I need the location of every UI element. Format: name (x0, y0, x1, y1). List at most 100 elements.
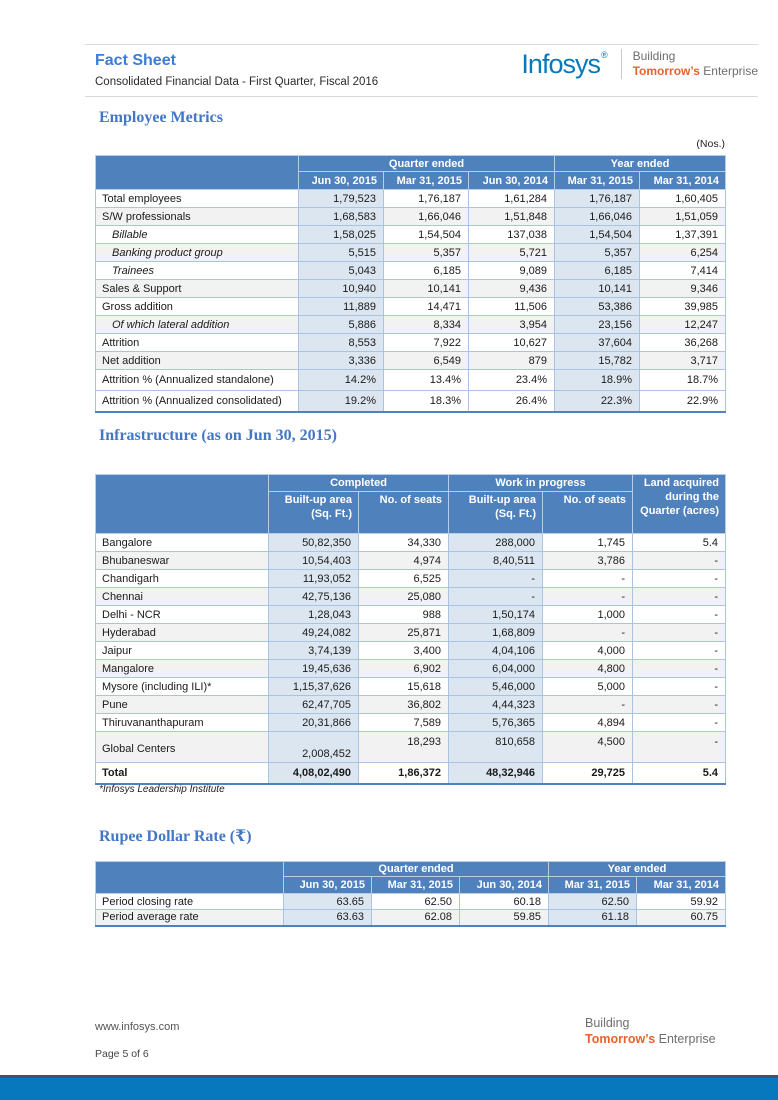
row-label: Pune (95, 695, 269, 714)
table-row: Global Centers 2,008,452 18,293 810,658 4,50… (95, 731, 727, 763)
row-label: Delhi - NCR (95, 605, 269, 624)
column-header: No. of seats (358, 491, 449, 534)
cell: 18.7% (639, 369, 727, 391)
infosys-wordmark: Infosys (521, 48, 601, 79)
table-row: Hyderabad 49,24,082 25,871 1,68,809- - (95, 623, 727, 642)
row-label: Chandigarh (95, 569, 269, 588)
cell: 15,618 (358, 677, 449, 696)
table-row: Attrition 8,553 7,922 10,627 37,604 36,268 (95, 333, 727, 352)
column-header: Jun 30, 2015 (283, 876, 372, 894)
cell: 18.9% (554, 369, 641, 391)
cell: - (448, 587, 543, 606)
cell: 137,038 (467, 225, 556, 244)
cell: 5.4 (632, 533, 727, 552)
cell: 37,604 (554, 333, 641, 352)
cell: 5,357 (383, 243, 469, 262)
table-row: Delhi - NCR 1,28,043 988 1,50,174 1,000- (95, 605, 727, 624)
cell: 4,44,323 (448, 695, 543, 714)
cell: 5.4 (632, 762, 727, 785)
page-number: Page 5 of 6 (95, 1048, 149, 1060)
cell: 988 (358, 605, 449, 624)
cell: 42,75,136 (268, 587, 359, 606)
rupee-rate-table: Quarter ended Year ended Jun 30, 2015 Mar 3… (95, 861, 727, 927)
cell: 1,58,025 (298, 225, 384, 244)
cell: - (632, 605, 727, 624)
cell: 1,28,043 (268, 605, 359, 624)
cell: 6,525 (358, 569, 449, 588)
cell: 1,66,046 (554, 207, 641, 226)
row-label: Banking product group (95, 243, 299, 262)
row-label: Total (95, 762, 269, 785)
table-row: Pune 62,47,705 36,802 4,44,323- - (95, 695, 727, 714)
column-group-header: Year ended (554, 155, 727, 172)
column-header-blank (95, 155, 299, 190)
tagline-accent: Tomorrow’s (632, 64, 700, 78)
cell: 34,330 (358, 533, 449, 552)
cell: 7,589 (358, 713, 449, 732)
cell: 62,47,705 (268, 695, 359, 714)
cell: 5,000 (541, 677, 634, 696)
cell: 20,31,866 (268, 713, 359, 732)
row-label: Thiruvananthapuram (95, 713, 269, 732)
cell: 1,60,405 (639, 189, 727, 208)
cell: 6,04,000 (448, 659, 543, 678)
column-header: No. of seats (541, 491, 634, 534)
cell: 29,725 (541, 762, 634, 785)
row-label: Mysore (including ILI)* (95, 677, 269, 696)
cell: - (632, 695, 727, 714)
top-rule (85, 44, 758, 45)
cell: 1,68,583 (298, 207, 384, 226)
table-row: Trainees 5,043 6,185 9,089 6,185 7,414 (95, 261, 727, 280)
table-row: Period average rate 63.63 62.08 59.85 61.18 6… (95, 909, 727, 927)
cell: 48,32,946 (448, 762, 543, 785)
footer-tagline: Building Tomorrow’s Enterprise (585, 1016, 716, 1047)
table-row: Billable 1,58,025 1,54,504 137,038 1,54,504 1… (95, 225, 727, 244)
cell: - (632, 641, 727, 660)
column-group-header: Completed (268, 474, 449, 492)
column-group-header: Quarter ended (297, 155, 556, 172)
tagline-line1: Building (632, 49, 676, 63)
cell: 8,334 (383, 315, 469, 334)
table-row: Total employees 1,79,523 1,76,187 1,61,284 1… (95, 189, 727, 208)
table-row: Attrition % (Annualized standalone) 14.2%… (95, 369, 727, 391)
footer-bar-navy (0, 1075, 778, 1078)
column-group-header: Quarter ended (282, 861, 550, 877)
cell: 5,515 (298, 243, 384, 262)
row-label: Bangalore (95, 533, 269, 552)
column-header-land-acquired: Land acquired during the Quarter (acres) (632, 474, 727, 534)
cell: 7,414 (639, 261, 727, 280)
registered-mark-icon: ® (600, 50, 608, 60)
row-label: Period closing rate (95, 893, 284, 910)
cell: 2,008,452 (268, 731, 359, 763)
row-label: Period average rate (95, 909, 284, 927)
cell: 18.3% (383, 390, 469, 413)
website-link[interactable]: www.infosys.com (95, 1021, 180, 1033)
cell: 62.50 (548, 893, 638, 910)
cell: 62.50 (371, 893, 460, 910)
cell: 14.2% (298, 369, 384, 391)
row-label: Global Centers (95, 731, 269, 763)
cell: 7,922 (383, 333, 469, 352)
cell: - (632, 587, 727, 606)
row-label: Net addition (95, 351, 299, 370)
header-group-row: Quarter ended Year ended (95, 155, 727, 190)
cell: 3,717 (639, 351, 727, 370)
cell: 8,553 (298, 333, 384, 352)
table-row: Sales & Support 10,940 10,141 9,436 10,141 9,… (95, 279, 727, 298)
cell: 10,940 (298, 279, 384, 298)
table-row: Thiruvananthapuram 20,31,866 7,589 5,76,365… (95, 713, 727, 732)
column-header: Mar 31, 2014 (639, 171, 727, 190)
row-label: Jaipur (95, 641, 269, 660)
cell: 11,506 (467, 297, 556, 316)
table-row: Chandigarh 11,93,052 6,525- - - (95, 569, 727, 588)
table-row: Chennai 42,75,136 25,080- - - (95, 587, 727, 606)
column-group-header: Year ended (548, 861, 727, 877)
header-sub-row: Built-up area (Sq. Ft.) No. of seats Built… (96, 491, 726, 534)
employee-metrics-table: Quarter ended Year ended Jun 30, 2015 Mar 3… (95, 155, 727, 413)
cell: - (448, 569, 543, 588)
cell: 1,68,809 (448, 623, 543, 642)
cell: 11,889 (298, 297, 384, 316)
cell: 15,782 (554, 351, 641, 370)
cell: 5,76,365 (448, 713, 543, 732)
cell: - (541, 623, 634, 642)
